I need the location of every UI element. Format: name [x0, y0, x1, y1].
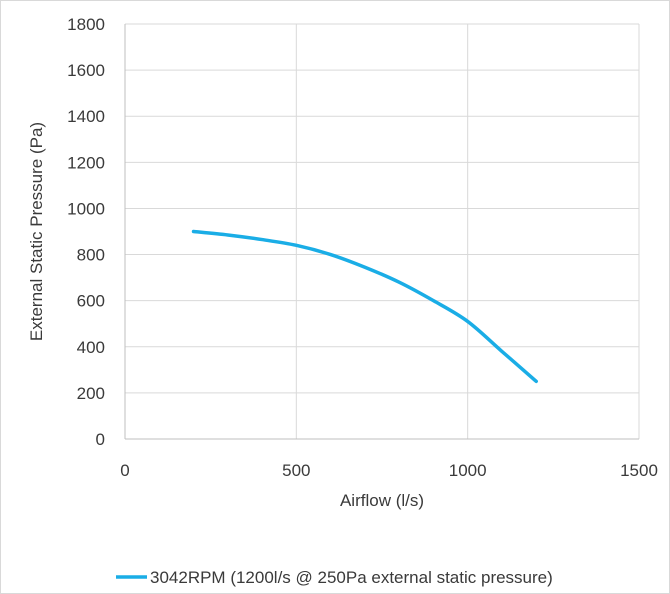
- legend-label: 3042RPM (1200l/s @ 250Pa external static…: [150, 568, 553, 587]
- axes: [124, 24, 639, 440]
- y-tick-label: 1200: [67, 153, 105, 172]
- y-tick-label: 1800: [67, 15, 105, 34]
- tick-labels: 0 200 400 600 800 1000 1200 1400 1600 1800 0 500 100…: [67, 15, 658, 480]
- x-tick-label: 1500: [620, 461, 658, 480]
- y-tick-label: 1000: [67, 199, 105, 218]
- x-axis-title: Airflow (l/s): [340, 491, 424, 510]
- y-tick-label: 600: [77, 292, 105, 311]
- series-lines: [191, 229, 538, 384]
- series-line: [191, 229, 538, 384]
- x-tick-label: 1000: [449, 461, 487, 480]
- y-axis-title: External Static Pressure (Pa): [27, 122, 46, 341]
- x-tick-label: 0: [120, 461, 129, 480]
- y-tick-label: 200: [77, 384, 105, 403]
- y-tick-label: 1600: [67, 61, 105, 80]
- y-tick-label: 1400: [67, 107, 105, 126]
- legend: 3042RPM (1200l/s @ 250Pa external static…: [116, 568, 553, 587]
- x-tick-label: 500: [282, 461, 310, 480]
- y-tick-label: 0: [96, 430, 105, 449]
- gridlines: [125, 23, 640, 439]
- y-tick-label: 400: [77, 338, 105, 357]
- y-tick-label: 800: [77, 246, 105, 265]
